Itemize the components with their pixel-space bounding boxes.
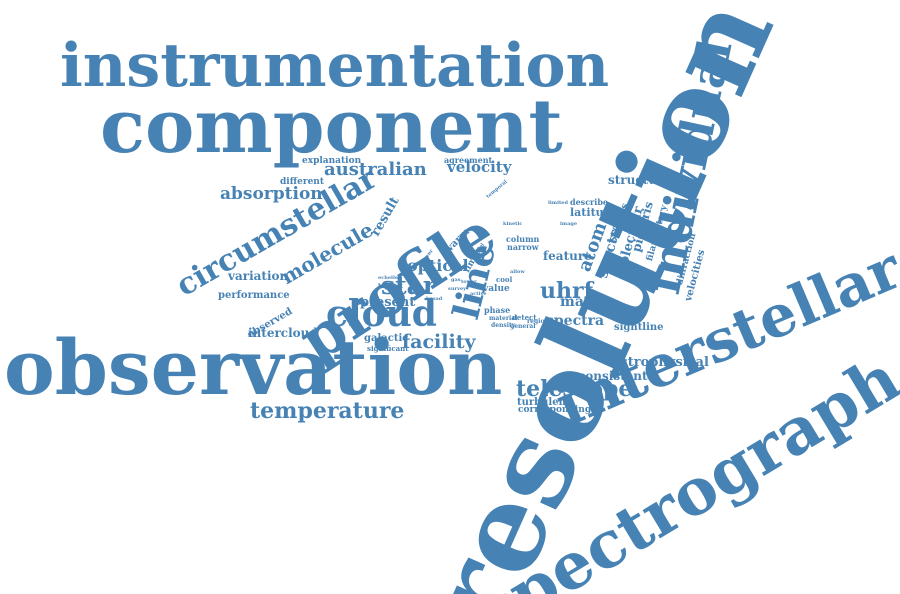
- word-detect: detect: [512, 313, 537, 322]
- word-latitude: latitude: [570, 206, 619, 219]
- word-temporal: temporal: [485, 178, 509, 200]
- word-velocity: velocity: [447, 158, 512, 176]
- word-narrow: narrow: [507, 242, 539, 252]
- word-about: about: [463, 296, 480, 302]
- word-facility: facility: [402, 331, 476, 353]
- word-limited: limited: [548, 200, 568, 206]
- word-kinetic: kinetic: [503, 221, 523, 227]
- word-telescope: telescope: [516, 376, 633, 402]
- word-absorption: absorption: [220, 184, 323, 204]
- word-active: active: [470, 291, 487, 297]
- word-different: different: [280, 177, 324, 187]
- word-star: star: [381, 271, 436, 300]
- word-feature: feature: [543, 249, 592, 263]
- word-performance: performance: [218, 290, 290, 301]
- word-tower: tower: [461, 279, 477, 285]
- word-explanation: explanation: [302, 156, 362, 166]
- word-structure: structure: [608, 173, 671, 187]
- word-temperature: temperature: [250, 398, 405, 424]
- word-component: component: [100, 84, 563, 170]
- word-spectra: spectra: [546, 313, 605, 329]
- word-allow: allow: [510, 269, 525, 275]
- word-cloud: cloud: [326, 293, 437, 335]
- word-observation: observation: [4, 323, 503, 412]
- word-consistent: consistent: [578, 369, 648, 383]
- word-survey: survey: [448, 286, 467, 292]
- word-phase: phase: [484, 305, 511, 315]
- word-optical: optical: [407, 256, 469, 275]
- word-gas: gas: [451, 277, 461, 283]
- word-broad: broad: [426, 296, 443, 302]
- word-instrumentation: instrumentation: [60, 31, 610, 101]
- word-uhrf: uhrf: [540, 278, 594, 304]
- word-matter: matter: [560, 294, 614, 310]
- word-density: density: [491, 322, 516, 329]
- word-agreement: agreement: [444, 155, 493, 165]
- word-corresponding: corresponding: [518, 405, 592, 415]
- word-australian: australian: [324, 159, 427, 180]
- word-region: region: [527, 318, 549, 325]
- word-astrophysical: astrophysical: [612, 355, 709, 370]
- word-sightline: sightline: [614, 322, 664, 333]
- word-significant: significant: [367, 344, 409, 353]
- word-intercloud: intercloud: [248, 326, 318, 340]
- word-column: column: [506, 234, 540, 244]
- word-general: general: [510, 323, 536, 330]
- word-variation: variation: [228, 269, 289, 283]
- word-present: present: [360, 295, 416, 310]
- word-cool: cool: [496, 275, 513, 284]
- word-turbulent: turbulent: [517, 397, 571, 408]
- word-highest: highest: [378, 283, 404, 290]
- word-material: material: [489, 315, 518, 322]
- word-image: image: [560, 221, 578, 227]
- word-value: value: [483, 284, 510, 294]
- word-describe: describe: [570, 197, 608, 207]
- word-echelle: echelle: [378, 275, 399, 281]
- word-result: result: [368, 194, 403, 239]
- word-galactic: galactic: [364, 333, 409, 344]
